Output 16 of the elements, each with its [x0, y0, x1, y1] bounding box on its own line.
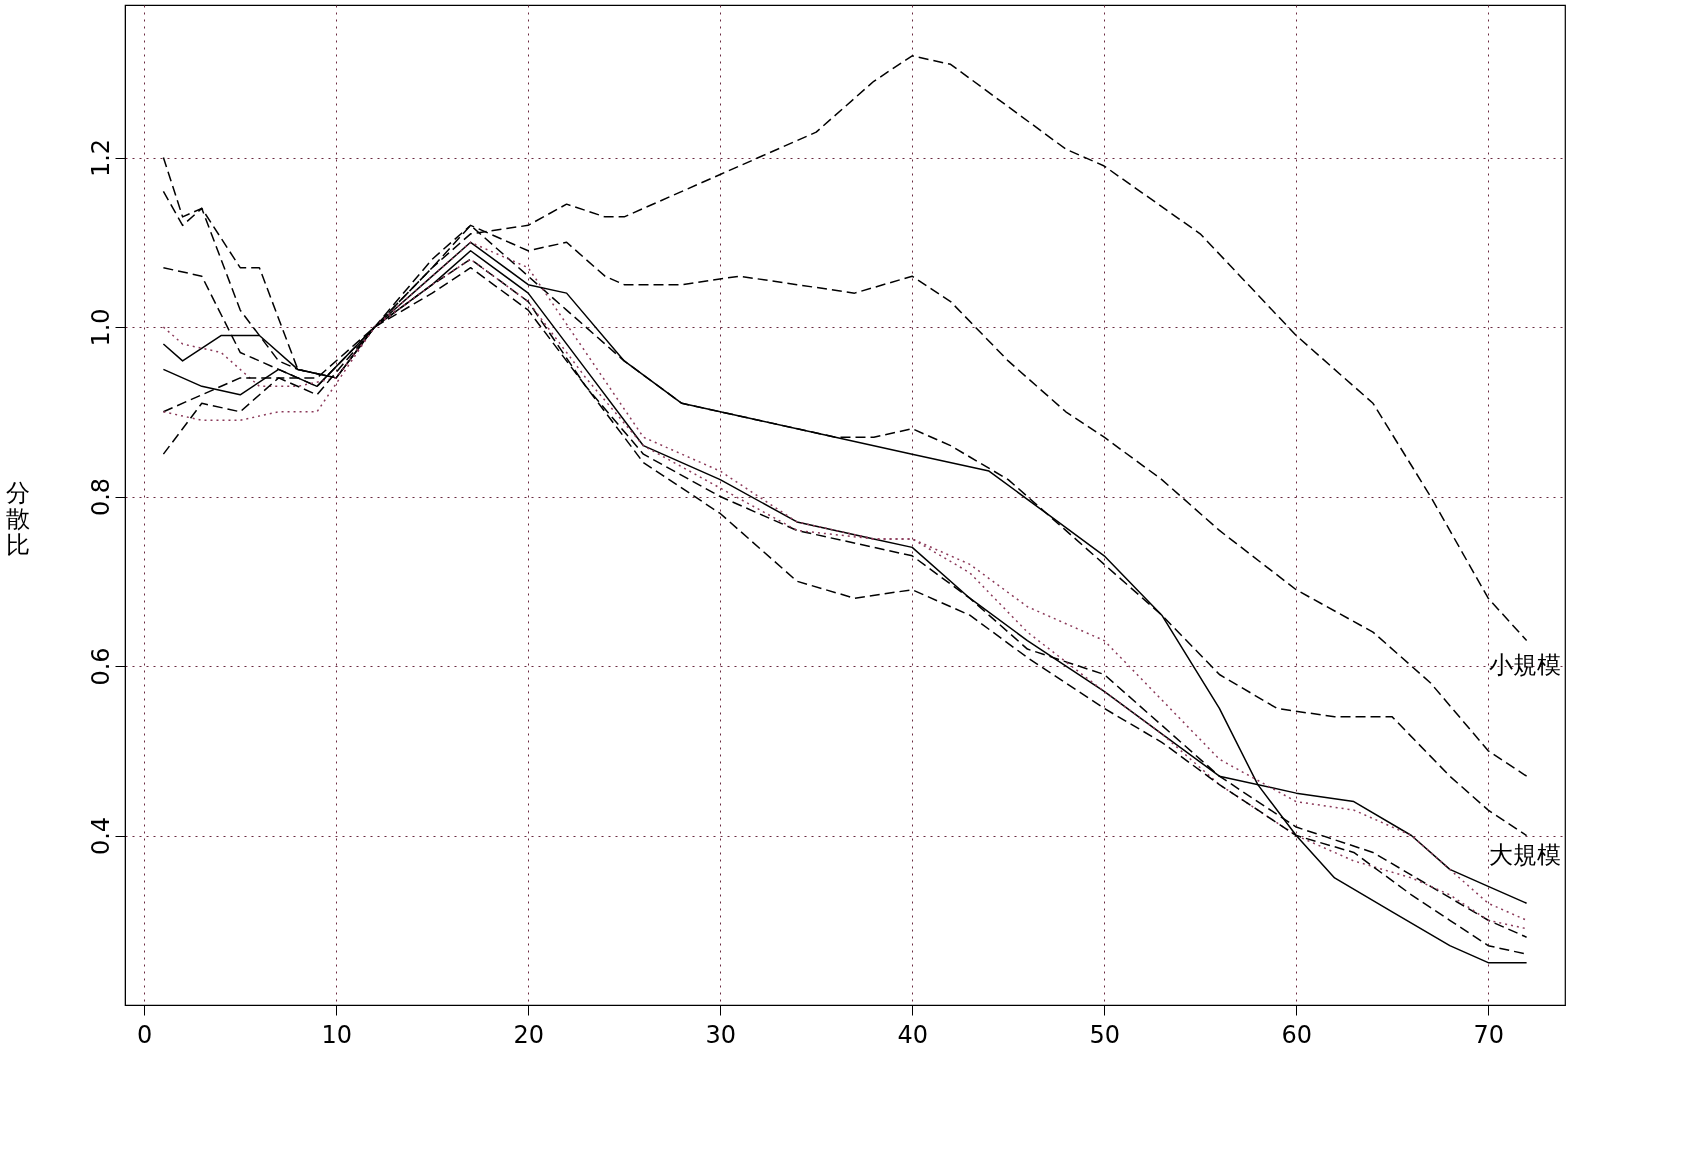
x-tick-label: 60 — [1281, 1020, 1312, 1049]
x-tick-label: 0 — [137, 1020, 153, 1049]
annotation: 大規模 — [1489, 841, 1561, 869]
y-tick-label: 1.2 — [86, 138, 115, 178]
x-tick-label: 40 — [897, 1020, 928, 1049]
x-tick-label: 30 — [705, 1020, 736, 1049]
x-tick-label: 70 — [1473, 1020, 1504, 1049]
y-tick-label: 0.4 — [86, 816, 115, 856]
x-tick-label: 10 — [321, 1020, 352, 1049]
x-tick-label: 50 — [1089, 1020, 1120, 1049]
y-tick-label: 1.0 — [86, 308, 115, 347]
x-tick-label: 20 — [513, 1020, 544, 1049]
annotation: 小規模 — [1489, 651, 1561, 679]
y-axis-title: 分散比 — [5, 478, 30, 559]
y-tick-label: 0.8 — [86, 477, 115, 517]
y-tick-label: 0.6 — [86, 647, 115, 686]
